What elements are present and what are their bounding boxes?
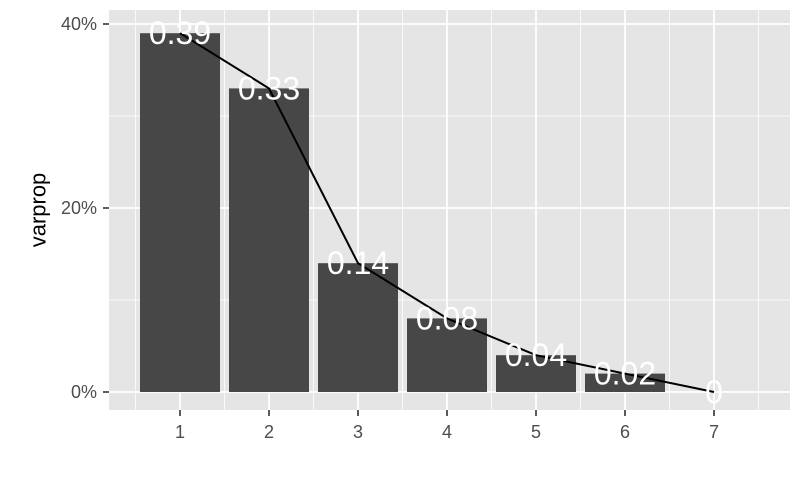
data-label: 0.08 <box>416 300 478 336</box>
x-tick-label: 1 <box>175 422 185 442</box>
variance-line <box>179 32 715 393</box>
y-tick-label: 20% <box>61 198 97 218</box>
x-tick-label: 6 <box>620 422 630 442</box>
x-axis: 1 2 3 4 5 6 7 <box>175 410 719 442</box>
bar <box>318 263 398 392</box>
data-label: 0.33 <box>238 70 300 106</box>
bar <box>140 33 220 392</box>
data-label: 0.14 <box>327 245 389 281</box>
x-tick-label: 2 <box>264 422 274 442</box>
minor-gridlines <box>109 10 790 410</box>
x-tick-label: 3 <box>353 422 363 442</box>
x-tick-label: 7 <box>709 422 719 442</box>
y-axis: 0% 20% 40% <box>61 14 109 402</box>
y-axis-title: varprop <box>26 173 51 248</box>
data-label: 0 <box>705 374 723 410</box>
x-tick-label: 4 <box>442 422 452 442</box>
data-labels: 0.39 0.33 0.14 0.08 0.04 0.02 0 <box>149 15 723 410</box>
data-label: 0.04 <box>505 337 567 373</box>
bar <box>407 318 487 392</box>
y-tick-label: 40% <box>61 14 97 34</box>
bar <box>229 88 309 393</box>
x-tick-label: 5 <box>531 422 541 442</box>
data-label: 0.39 <box>149 15 211 51</box>
y-tick-label: 0% <box>71 382 97 402</box>
data-label: 0.02 <box>594 356 656 392</box>
